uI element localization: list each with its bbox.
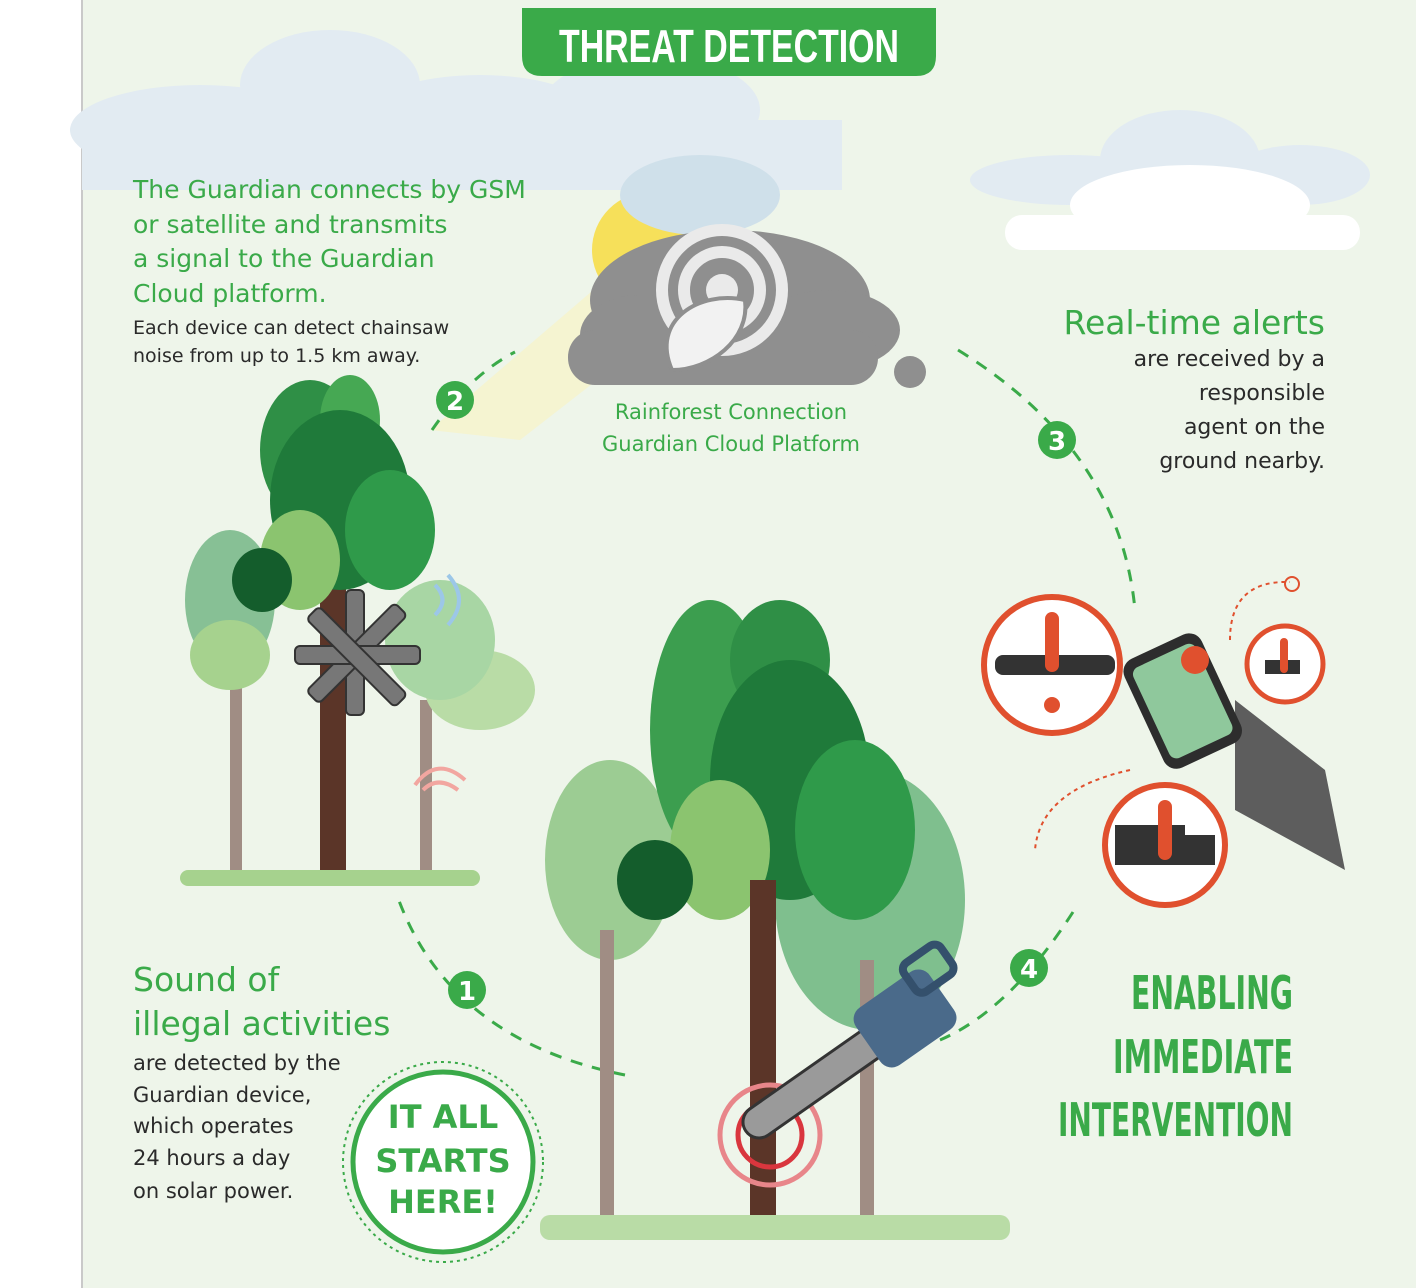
- body-line: noise from up to 1.5 km away.: [133, 345, 420, 367]
- heading-line: or satellite and transmits: [133, 210, 447, 239]
- cloud: [1070, 165, 1310, 245]
- illustration-shape: [1181, 646, 1209, 674]
- illustration-shape: [620, 155, 780, 235]
- badge-line: IT ALL: [388, 1098, 498, 1136]
- body-line: on solar power.: [133, 1179, 293, 1203]
- body: THREAT DETECTION The Guardian connects b…: [0, 0, 1416, 1288]
- illustration-shape: [1045, 612, 1059, 672]
- illustration-shape: [1280, 638, 1288, 673]
- step-number: 2: [446, 387, 464, 417]
- heading-line: illegal activities: [133, 1004, 390, 1043]
- body-line: which operates: [133, 1114, 294, 1138]
- illustration-shape: [232, 548, 292, 612]
- body-line: Guardian device,: [133, 1083, 311, 1107]
- page: Threat Detection {"title": "THREAT DETEC…: [0, 0, 1416, 1288]
- body-line: Each device can detect chainsaw: [133, 317, 449, 339]
- badge-text: IT ALL STARTS HERE!: [375, 1098, 510, 1221]
- illustration-shape: [894, 356, 926, 388]
- step-number: 4: [1020, 955, 1038, 985]
- illustration-shape: [1158, 800, 1172, 860]
- illustration-shape: [320, 560, 346, 885]
- body-line: ground nearby.: [1159, 449, 1325, 474]
- heading-line: Cloud platform.: [133, 279, 327, 308]
- body-line: 24 hours a day: [133, 1146, 290, 1170]
- body-line: are detected by the: [133, 1051, 341, 1075]
- conclusion-line: INTERVENTION: [1058, 1093, 1293, 1147]
- conclusion-line: ENABLING: [1131, 966, 1293, 1020]
- title: THREAT DETECTION: [559, 20, 899, 72]
- step-number: 3: [1048, 427, 1066, 457]
- illustration-shape: [345, 470, 435, 590]
- illustration-shape: [385, 580, 495, 700]
- illustration-shape: [1115, 825, 1185, 865]
- illustration-shape: [617, 840, 693, 920]
- heading-line: Sound of: [133, 960, 281, 999]
- body-line: are received by a: [1134, 347, 1325, 372]
- illustration-shape: [600, 930, 614, 1230]
- illustration-shape: [1044, 697, 1060, 713]
- infographic: THREAT DETECTION The Guardian connects b…: [0, 0, 1416, 1288]
- heading-line: The Guardian connects by GSM: [132, 175, 526, 204]
- badge-line: STARTS: [375, 1142, 510, 1180]
- illustration-shape: [795, 740, 915, 920]
- illustration-shape: [420, 700, 432, 885]
- illustration-shape: [190, 620, 270, 690]
- illustration-shape: [1185, 835, 1215, 865]
- step3-heading: Real-time alerts: [1064, 303, 1326, 342]
- label-line: Guardian Cloud Platform: [602, 432, 860, 456]
- body-line: agent on the: [1184, 415, 1325, 440]
- body-line: responsible: [1199, 381, 1325, 406]
- step-number: 1: [458, 977, 476, 1007]
- conclusion-line: IMMEDIATE: [1113, 1030, 1293, 1084]
- label-line: Rainforest Connection: [615, 400, 847, 424]
- badge-line: HERE!: [388, 1183, 498, 1221]
- heading-line: a signal to the Guardian: [133, 244, 435, 273]
- illustration-shape: [180, 870, 480, 886]
- illustration-shape: [540, 1215, 1010, 1240]
